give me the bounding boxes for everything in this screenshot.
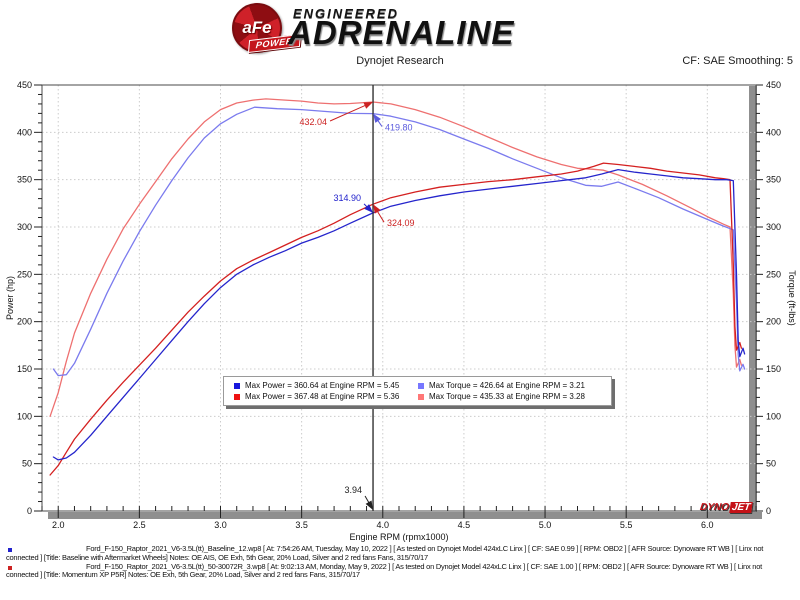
y-tick-label-right: 400 (766, 127, 781, 137)
dynojet-logo: DYNOJET (699, 502, 754, 513)
y-tick-label-left: 0 (27, 506, 32, 516)
y-tick-label-left: 150 (17, 364, 32, 374)
x-tick-label: 5.0 (539, 520, 552, 530)
x-axis-title: Engine RPM (rpmx1000) (349, 532, 448, 542)
run-entry-text: Ford_F-150_Raptor_2021_V6-3.5L(tt)_Basel… (6, 544, 764, 562)
brand-engineered: ENGINEERED (293, 6, 399, 21)
annotation-value: 324.09 (387, 218, 415, 228)
curve-power-baseline (52, 168, 746, 461)
legend-label: Max Torque = 426.64 at Engine RPM = 3.21 (429, 381, 585, 390)
x-axis-band (48, 512, 762, 519)
y-tick-label-right: 450 (766, 80, 781, 90)
annotation-arrowhead (373, 113, 381, 123)
correction-factor-label: CF: SAE Smoothing: 5 (682, 55, 793, 67)
run-entry-text: Ford_F-150_Raptor_2021_V6-3.5L(tt)_50-30… (6, 561, 762, 580)
annotation-value: 419.80 (385, 123, 413, 133)
legend-label: Max Torque = 435.33 at Engine RPM = 3.28 (429, 392, 585, 401)
run-bullet-red (8, 565, 12, 570)
annotation-arrowhead (363, 102, 374, 109)
y-tick-label-left: 350 (17, 175, 32, 185)
y-tick-label-left: 50 (22, 459, 32, 469)
x-tick-label: 5.5 (620, 520, 633, 530)
run-entry-baseline: Ford_F-150_Raptor_2021_V6-3.5L(tt)_Basel… (6, 544, 796, 563)
legend-item: Max Torque = 426.64 at Engine RPM = 3.21 (418, 381, 611, 390)
y-tick-label-left: 300 (17, 222, 32, 232)
curve-power-momentum-xp (49, 162, 743, 476)
legend-item: Max Power = 367.48 at Engine RPM = 5.36 (234, 392, 412, 401)
y-tick-label-right: 300 (766, 222, 781, 232)
legend-swatch (418, 382, 424, 389)
curve-torque-baseline (52, 106, 746, 377)
legend-item: Max Power = 360.64 at Engine RPM = 5.45 (234, 381, 412, 390)
annotation-value: 432.04 (300, 117, 328, 127)
x-tick-label: 6.0 (701, 520, 714, 530)
legend-swatch (418, 393, 424, 400)
legend-label: Max Power = 360.64 at Engine RPM = 5.45 (245, 381, 400, 390)
y-tick-label-right: 50 (766, 459, 776, 469)
y-tick-label-right: 350 (766, 175, 781, 185)
brand-adrenaline: ADRENALINE (288, 14, 515, 51)
run-info-footer: Ford_F-150_Raptor_2021_V6-3.5L(tt)_Basel… (6, 544, 796, 581)
annotation-arrowhead (373, 204, 381, 214)
x-tick-label: 2.0 (52, 520, 65, 530)
curve-torque-momentum-xp (49, 98, 743, 417)
legend-label: Max Power = 367.48 at Engine RPM = 5.36 (245, 392, 400, 401)
annotation-arrow (376, 209, 385, 223)
x-tick-label: 3.0 (214, 520, 227, 530)
y-axis-band (749, 86, 757, 519)
legend: Max Power = 360.64 at Engine RPM = 5.45 … (223, 376, 612, 406)
y-tick-label-right: 250 (766, 269, 781, 279)
plot-border (41, 84, 757, 512)
legend-item: Max Torque = 435.33 at Engine RPM = 3.28 (418, 392, 611, 401)
x-tick-label: 3.5 (295, 520, 308, 530)
dynojet-logo-jet: JET (729, 502, 754, 513)
annotation-value: 314.90 (334, 193, 362, 203)
y-tick-label-right: 200 (766, 317, 781, 327)
y-tick-label-left: 200 (17, 317, 32, 327)
y-tick-label-left: 250 (17, 269, 32, 279)
y-tick-label-left: 100 (17, 411, 32, 421)
y-tick-label-left: 450 (17, 80, 32, 90)
afe-logo-text: aFe (242, 18, 272, 37)
dynojet-logo-dyno: DYNO (699, 502, 730, 513)
y-tick-label-left: 400 (17, 127, 32, 137)
run-entry-momentum: Ford_F-150_Raptor_2021_V6-3.5L(tt)_50-30… (6, 561, 796, 581)
legend-swatch (234, 393, 240, 400)
annotation-value: 3.94 (345, 485, 363, 495)
annotation-arrowhead (364, 204, 374, 213)
legend-swatch (234, 382, 240, 389)
annotation-arrow (329, 104, 367, 122)
y-axis-title-right: Torque (ft-lbs) (787, 270, 797, 326)
y-axis-title-left: Power (hp) (5, 276, 15, 320)
run-bullet-blue (8, 548, 12, 552)
annotation-arrowhead (365, 500, 374, 510)
y-tick-label-right: 100 (766, 411, 781, 421)
x-tick-label: 2.5 (133, 520, 146, 530)
chart-title: Dynojet Research (356, 55, 444, 67)
x-tick-label: 4.5 (458, 520, 471, 530)
x-tick-label: 4.0 (377, 520, 390, 530)
y-tick-label-right: 150 (766, 364, 781, 374)
y-tick-label-right: 0 (766, 506, 771, 516)
